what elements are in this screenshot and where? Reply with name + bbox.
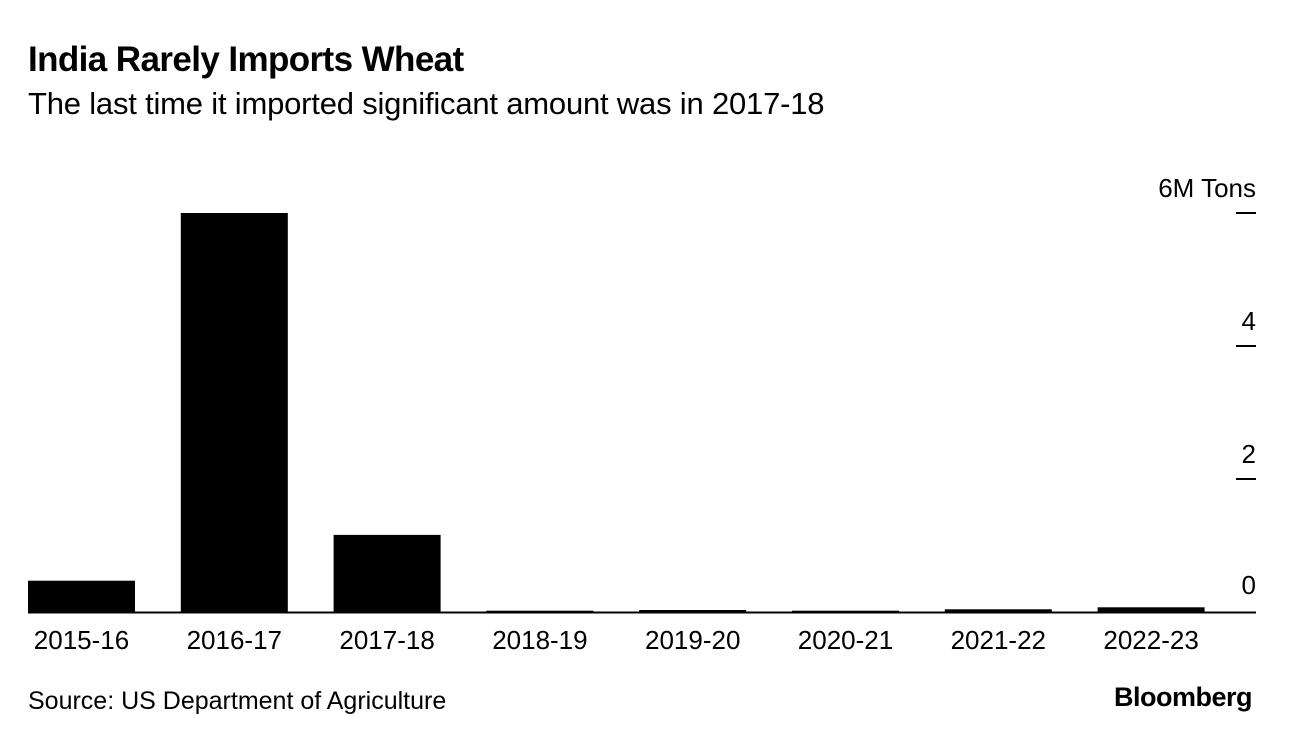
x-tick-label: 2019-20 [645,625,740,655]
bar-2019-20 [639,610,747,612]
bar-2016-17 [180,213,288,612]
bar-2022-23 [1097,607,1205,612]
bar-2018-19 [486,610,594,612]
bar-2015-16 [28,580,135,612]
y-tick-label: 0 [1242,570,1256,600]
x-tick-label: 2021-22 [951,625,1046,655]
y-axis: 0 2 4 6M Tons [1158,173,1256,600]
bar-2020-21 [792,610,899,612]
chart-subtitle: The last time it imported significant am… [28,86,825,121]
x-tick-label: 2018-19 [492,625,587,655]
x-tick-label: 2015-16 [34,625,129,655]
y-tick-label: 6M Tons [1158,173,1256,203]
x-tick-label: 2017-18 [339,625,434,655]
x-tick-label: 2022-23 [1103,625,1198,655]
bar-2017-18 [333,534,441,612]
source-note: Source: US Department of Agriculture [28,687,447,715]
x-tick-label: 2020-21 [798,625,893,655]
bar-series [28,213,1205,612]
x-tick-label: 2016-17 [187,625,282,655]
x-axis: 2015-16 2016-17 2017-18 2018-19 2019-20 2020-… [28,611,1256,655]
bar-2021-22 [944,609,1052,612]
y-tick-label: 4 [1242,306,1256,336]
bloomberg-logo: Bloomberg [1113,682,1253,712]
chart-title: India Rarely Imports Wheat [28,40,464,79]
y-tick-label: 2 [1242,439,1256,469]
